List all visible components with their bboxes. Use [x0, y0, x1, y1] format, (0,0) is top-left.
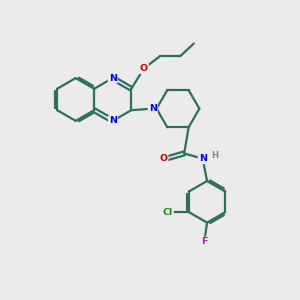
Text: Cl: Cl: [163, 208, 173, 217]
Text: N: N: [149, 104, 157, 113]
Text: H: H: [212, 151, 219, 160]
Text: N: N: [109, 74, 117, 82]
Text: N: N: [109, 116, 117, 125]
Text: O: O: [140, 64, 148, 73]
Text: F: F: [202, 237, 208, 246]
Text: O: O: [159, 154, 167, 163]
Text: N: N: [199, 154, 207, 163]
